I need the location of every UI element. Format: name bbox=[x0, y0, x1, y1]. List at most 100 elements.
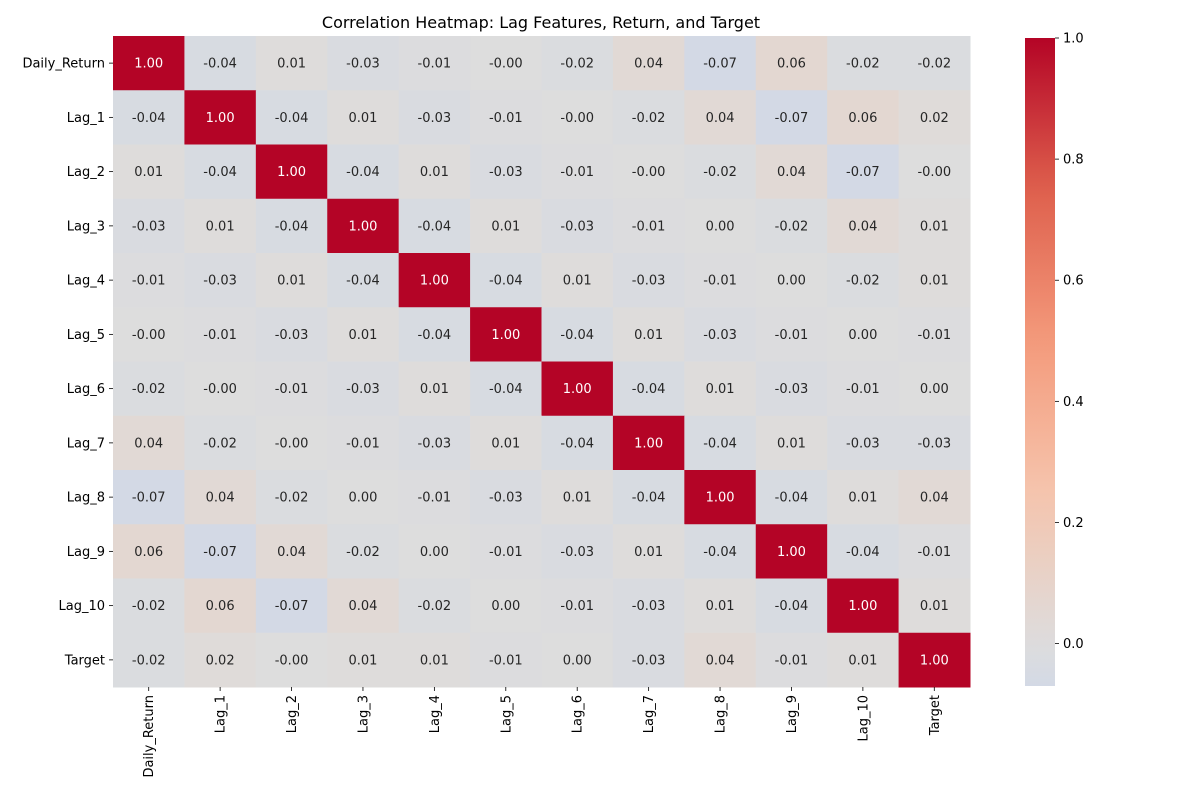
heatmap-cell bbox=[684, 632, 757, 688]
colorbar-tick-label: 0.6 bbox=[1063, 274, 1084, 289]
heatmap-cell bbox=[255, 524, 328, 579]
heatmap-cell bbox=[184, 90, 257, 145]
heatmap-cell bbox=[541, 470, 614, 525]
cell-value-label: -0.01 bbox=[775, 653, 809, 668]
heatmap-cell bbox=[898, 361, 971, 417]
heatmap-cell bbox=[184, 632, 257, 688]
heatmap-cell bbox=[612, 90, 685, 145]
heatmap-cell bbox=[684, 253, 757, 308]
cell-value-label: 1.00 bbox=[920, 653, 949, 668]
cell-value-label: -0.02 bbox=[632, 111, 666, 126]
heatmap-cell bbox=[470, 144, 542, 200]
heatmap-cell bbox=[684, 415, 757, 471]
cell-value-label: 0.00 bbox=[491, 599, 520, 614]
cell-value-label: -0.01 bbox=[346, 436, 380, 451]
cell-value-label: -0.03 bbox=[632, 599, 666, 614]
cell-value-label: 0.01 bbox=[348, 328, 377, 343]
x-tick-label: Lag_5 bbox=[499, 695, 514, 733]
cell-value-label: -0.04 bbox=[775, 599, 809, 614]
colorbar-tick-label: 0.0 bbox=[1063, 637, 1084, 652]
heatmap-cell bbox=[327, 578, 400, 634]
cell-value-label: -0.04 bbox=[560, 328, 594, 343]
heatmap-cell bbox=[327, 253, 400, 308]
cell-value-label: 0.06 bbox=[848, 111, 877, 126]
heatmap-cell bbox=[470, 198, 542, 254]
cell-value-label: -0.02 bbox=[917, 57, 951, 72]
heatmap-cell bbox=[255, 90, 328, 145]
cell-value-label: 1.00 bbox=[134, 57, 163, 72]
heatmap-cell bbox=[255, 307, 328, 362]
heatmap-cell bbox=[684, 36, 757, 91]
cell-value-label: 0.01 bbox=[206, 219, 235, 234]
heatmap-cell bbox=[898, 524, 971, 579]
cell-value-label: 0.01 bbox=[777, 436, 806, 451]
heatmap-cell bbox=[612, 415, 685, 471]
x-tick-label: Lag_9 bbox=[785, 695, 800, 733]
heatmap-cell bbox=[898, 578, 971, 634]
cell-value-label: 0.01 bbox=[277, 57, 306, 72]
cell-value-label: -0.03 bbox=[418, 436, 452, 451]
heatmap-cell bbox=[684, 90, 757, 145]
cell-value-label: 0.00 bbox=[563, 653, 592, 668]
heatmap-cell bbox=[184, 578, 257, 634]
y-tick-label: Lag_5 bbox=[67, 328, 105, 343]
heatmap-cell bbox=[184, 361, 257, 417]
cell-value-label: -0.02 bbox=[560, 57, 594, 72]
cell-value-label: 0.04 bbox=[206, 491, 235, 506]
cell-value-label: -0.04 bbox=[203, 165, 237, 180]
y-tick-label: Lag_8 bbox=[67, 491, 105, 506]
cell-value-label: -0.01 bbox=[489, 545, 523, 560]
cell-value-label: -0.02 bbox=[132, 653, 166, 668]
colorbar-gradient bbox=[1025, 38, 1055, 686]
x-tick-label: Daily_Return bbox=[142, 695, 157, 778]
heatmap-cell bbox=[827, 36, 900, 91]
cell-value-label: -0.03 bbox=[560, 219, 594, 234]
y-tick-label: Daily_Return bbox=[22, 57, 105, 72]
heatmap-cell bbox=[755, 198, 828, 254]
cell-value-label: -0.02 bbox=[132, 599, 166, 614]
cell-value-label: -0.03 bbox=[489, 165, 523, 180]
heatmap-cell bbox=[113, 524, 185, 579]
heatmap-cell bbox=[755, 361, 828, 417]
cell-value-label: 0.00 bbox=[848, 328, 877, 343]
cell-value-label: -0.00 bbox=[275, 653, 309, 668]
cell-value-label: 1.00 bbox=[777, 545, 806, 560]
cell-value-label: -0.03 bbox=[703, 328, 737, 343]
cell-value-label: 0.06 bbox=[777, 57, 806, 72]
cell-value-label: -0.03 bbox=[489, 491, 523, 506]
heatmap-cell bbox=[612, 36, 685, 91]
cell-value-label: 0.00 bbox=[777, 274, 806, 289]
heatmap-cell bbox=[398, 632, 471, 688]
heatmap-cell bbox=[184, 144, 257, 200]
cell-value-label: 1.00 bbox=[420, 274, 449, 289]
heatmap-cell bbox=[113, 361, 185, 417]
cell-value-label: -0.01 bbox=[560, 599, 594, 614]
cell-value-label: 0.04 bbox=[706, 111, 735, 126]
heatmap-cell bbox=[755, 90, 828, 145]
heatmap-cell bbox=[470, 578, 542, 634]
heatmap-cell bbox=[827, 632, 900, 688]
cell-value-label: 1.00 bbox=[348, 219, 377, 234]
cell-value-label: 0.01 bbox=[348, 653, 377, 668]
cell-value-label: -0.04 bbox=[846, 545, 880, 560]
cell-value-label: -0.07 bbox=[775, 111, 809, 126]
heatmap-cell bbox=[541, 361, 614, 417]
cell-value-label: -0.00 bbox=[560, 111, 594, 126]
heatmap-cell bbox=[612, 198, 685, 254]
cell-value-label: -0.03 bbox=[275, 328, 309, 343]
cell-value-label: -0.04 bbox=[132, 111, 166, 126]
cell-value-label: -0.03 bbox=[346, 57, 380, 72]
cell-value-label: 0.01 bbox=[706, 382, 735, 397]
cell-value-label: -0.00 bbox=[489, 57, 523, 72]
cell-value-label: 0.01 bbox=[277, 274, 306, 289]
cell-value-label: -0.02 bbox=[775, 219, 809, 234]
heatmap-cell bbox=[470, 36, 542, 91]
cell-value-label: -0.03 bbox=[203, 274, 237, 289]
heatmap-cell bbox=[898, 90, 971, 145]
heatmap-cell bbox=[541, 198, 614, 254]
heatmap-cell bbox=[541, 253, 614, 308]
cell-value-label: -0.01 bbox=[917, 545, 951, 560]
cell-value-label: -0.04 bbox=[632, 382, 666, 397]
cell-value-label: 0.01 bbox=[491, 436, 520, 451]
